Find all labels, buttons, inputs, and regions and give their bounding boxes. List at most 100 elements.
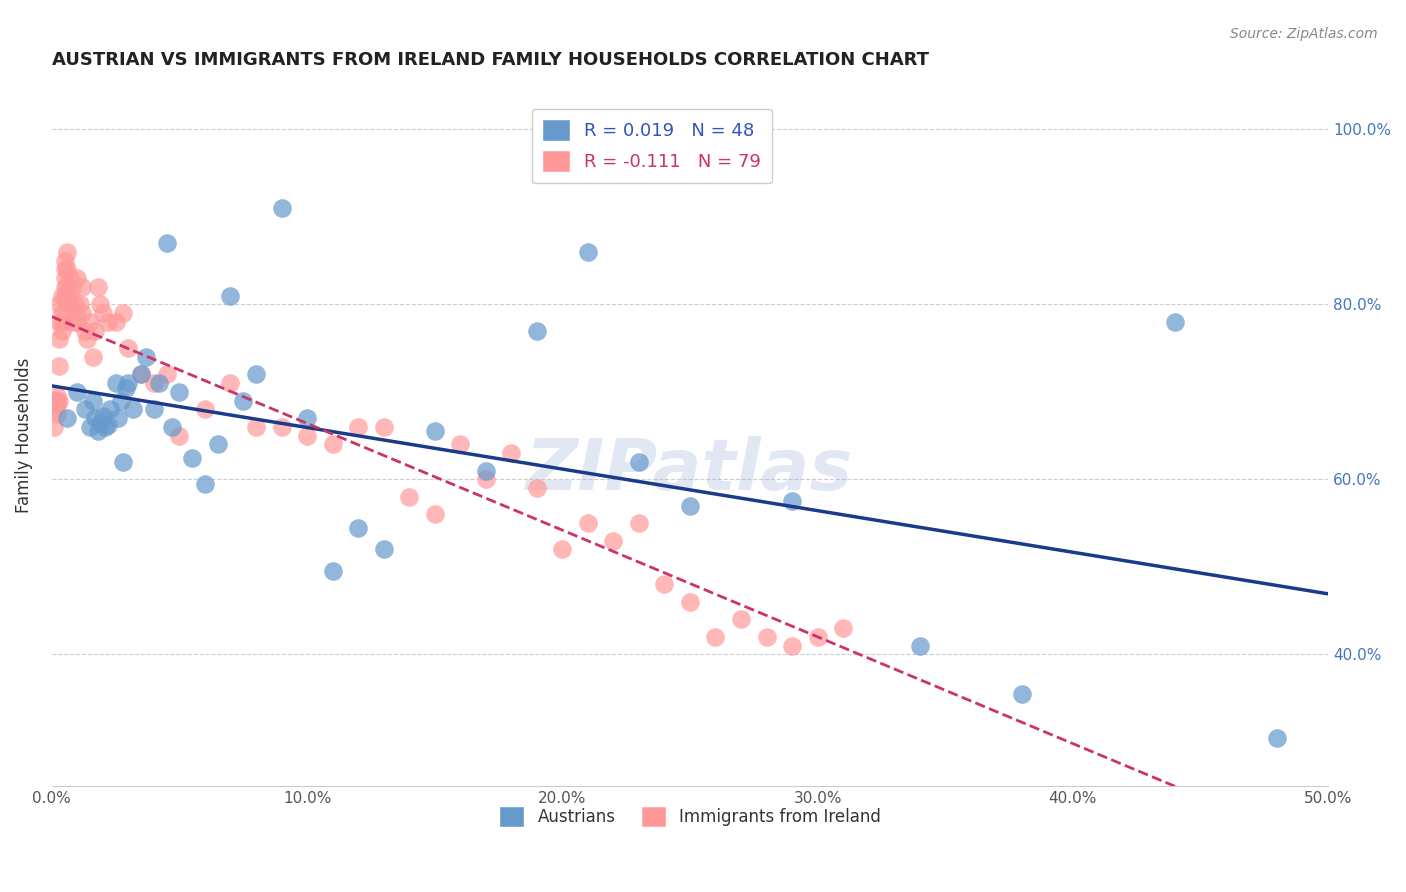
Point	[501, 446, 523, 460]
Point	[117, 341, 139, 355]
Point	[627, 455, 650, 469]
Point	[295, 428, 318, 442]
Point	[245, 368, 267, 382]
Point	[73, 324, 96, 338]
Point	[44, 402, 66, 417]
Point	[112, 455, 135, 469]
Point	[56, 244, 79, 259]
Point	[755, 630, 778, 644]
Point	[51, 315, 73, 329]
Point	[94, 420, 117, 434]
Point	[449, 437, 471, 451]
Point	[295, 411, 318, 425]
Point	[104, 376, 127, 391]
Point	[72, 280, 94, 294]
Point	[474, 464, 496, 478]
Point	[59, 297, 82, 311]
Point	[551, 542, 574, 557]
Point	[780, 494, 803, 508]
Point	[270, 201, 292, 215]
Point	[107, 411, 129, 425]
Point	[576, 516, 599, 531]
Point	[48, 332, 70, 346]
Point	[56, 411, 79, 425]
Point	[100, 402, 122, 417]
Point	[156, 368, 179, 382]
Text: Source: ZipAtlas.com: Source: ZipAtlas.com	[1230, 27, 1378, 41]
Point	[232, 393, 254, 408]
Point	[97, 315, 120, 329]
Point	[135, 350, 157, 364]
Y-axis label: Family Households: Family Households	[15, 358, 32, 513]
Point	[602, 533, 624, 548]
Point	[207, 437, 229, 451]
Point	[45, 407, 67, 421]
Point	[44, 420, 66, 434]
Point	[1011, 687, 1033, 701]
Point	[84, 324, 107, 338]
Text: AUSTRIAN VS IMMIGRANTS FROM IRELAND FAMILY HOUSEHOLDS CORRELATION CHART: AUSTRIAN VS IMMIGRANTS FROM IRELAND FAMI…	[52, 51, 929, 69]
Point	[53, 280, 76, 294]
Legend: Austrians, Immigrants from Ireland: Austrians, Immigrants from Ireland	[492, 800, 887, 833]
Point	[654, 577, 676, 591]
Point	[129, 368, 152, 382]
Point	[72, 306, 94, 320]
Point	[69, 297, 91, 311]
Point	[97, 418, 120, 433]
Point	[181, 450, 204, 465]
Point	[169, 428, 191, 442]
Point	[627, 516, 650, 531]
Point	[53, 288, 76, 302]
Point	[73, 402, 96, 417]
Point	[51, 324, 73, 338]
Point	[347, 420, 370, 434]
Point	[56, 297, 79, 311]
Point	[169, 384, 191, 399]
Point	[48, 393, 70, 408]
Point	[373, 420, 395, 434]
Point	[219, 376, 242, 391]
Point	[104, 315, 127, 329]
Point	[63, 297, 86, 311]
Point	[526, 324, 548, 338]
Point	[245, 420, 267, 434]
Point	[219, 288, 242, 302]
Point	[322, 437, 344, 451]
Point	[53, 253, 76, 268]
Point	[89, 416, 111, 430]
Point	[44, 393, 66, 408]
Point	[48, 297, 70, 311]
Point	[86, 280, 108, 294]
Point	[110, 393, 132, 408]
Point	[832, 621, 855, 635]
Point	[51, 288, 73, 302]
Point	[704, 630, 727, 644]
Point	[45, 393, 67, 408]
Point	[322, 565, 344, 579]
Point	[82, 350, 104, 364]
Point	[89, 297, 111, 311]
Point	[129, 368, 152, 382]
Point	[48, 359, 70, 373]
Point	[576, 244, 599, 259]
Point	[112, 306, 135, 320]
Point	[780, 639, 803, 653]
Point	[908, 639, 931, 653]
Point	[56, 262, 79, 277]
Point	[66, 271, 89, 285]
Point	[53, 271, 76, 285]
Point	[60, 315, 83, 329]
Point	[194, 476, 217, 491]
Point	[270, 420, 292, 434]
Point	[63, 306, 86, 320]
Point	[148, 376, 170, 391]
Point	[79, 420, 101, 434]
Text: ZIPatlas: ZIPatlas	[526, 436, 853, 505]
Point	[114, 380, 136, 394]
Point	[53, 262, 76, 277]
Point	[79, 315, 101, 329]
Point	[82, 393, 104, 408]
Point	[59, 288, 82, 302]
Point	[373, 542, 395, 557]
Point	[679, 499, 702, 513]
